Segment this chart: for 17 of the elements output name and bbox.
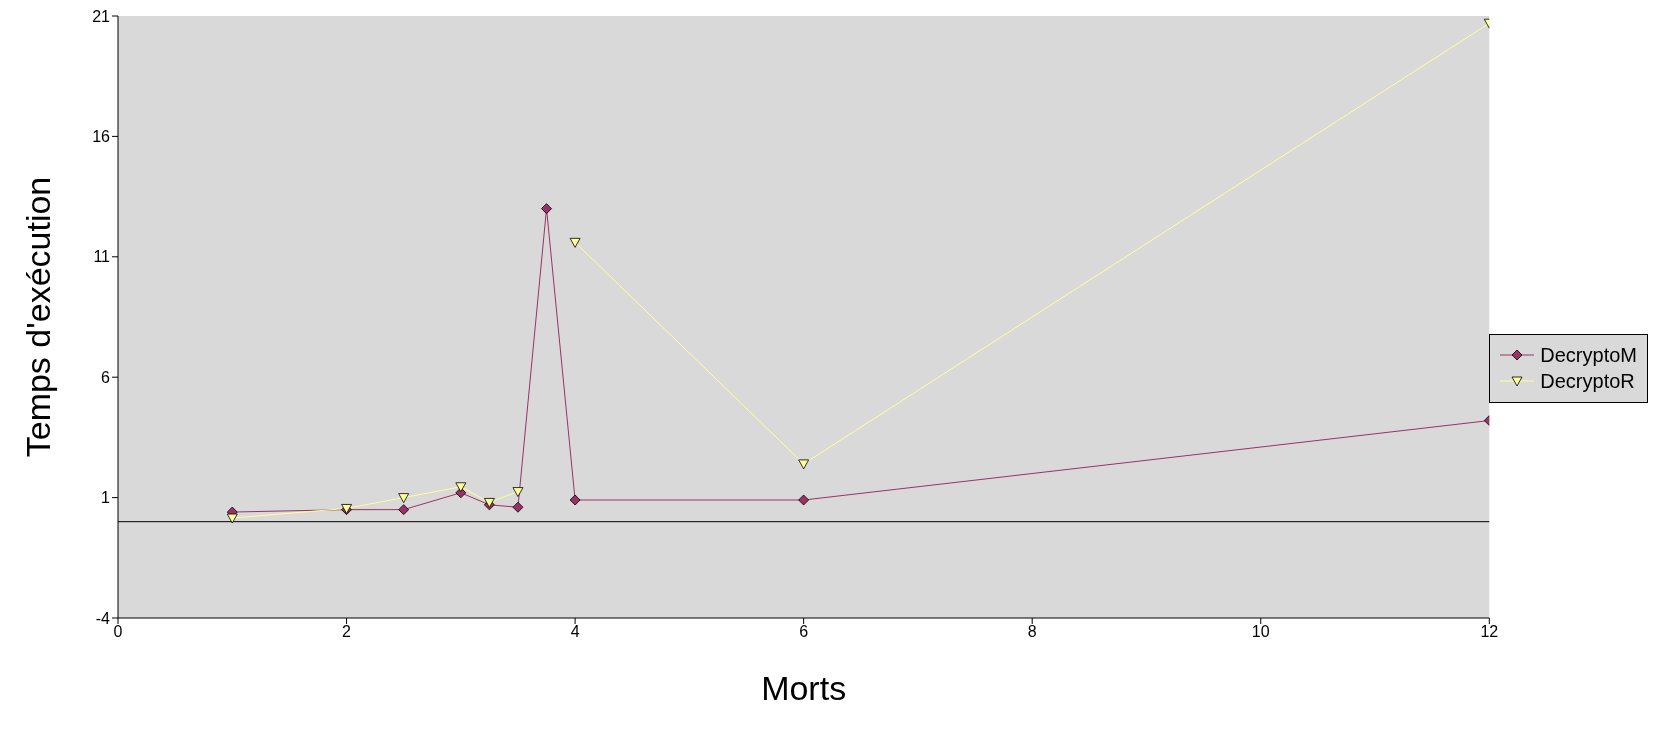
x-tick-label: 12: [1480, 623, 1499, 641]
y-tick-label: 21: [92, 7, 111, 25]
legend-label: DecryptoR: [1540, 369, 1635, 393]
x-tick-label: 6: [799, 623, 809, 641]
y-tick-label: 6: [101, 368, 111, 386]
y-tick-label: 11: [93, 248, 111, 266]
x-tick-label: 4: [570, 623, 580, 641]
y-tick-label: -4: [95, 609, 111, 627]
y-tick-label: 1: [101, 489, 111, 507]
x-tick-label: 0: [113, 623, 123, 641]
y-axis-title: Temps d'exécution: [19, 176, 58, 458]
x-tick-label: 8: [1027, 623, 1037, 641]
x-tick-label: 10: [1251, 623, 1270, 641]
legend-label: DecryptoM: [1540, 343, 1637, 367]
x-tick-label: 2: [342, 623, 352, 641]
y-tick-label: 16: [92, 128, 111, 146]
x-axis-title: Morts: [761, 669, 847, 707]
